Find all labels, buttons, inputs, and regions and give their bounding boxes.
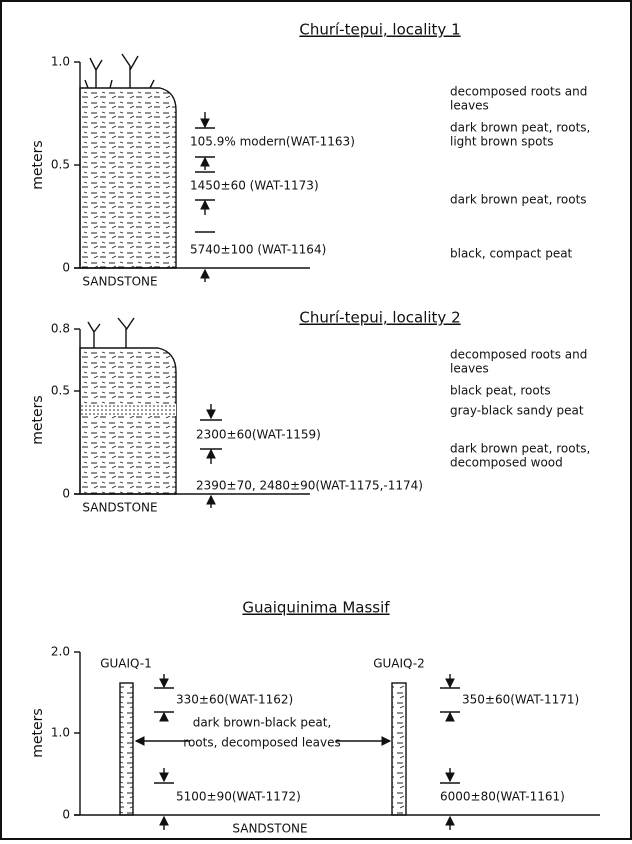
tick-label: 0 [62,261,70,275]
layer: black peat, roots [450,384,551,398]
layer-note: dark brown-black peat, [193,716,332,730]
layer-note: roots, decomposed leaves [183,736,340,750]
core-label: GUAIQ-1 [100,657,152,671]
panel-1: Churí-tepui, locality 1 meters 1.0 0.5 0… [30,21,590,289]
layer: black, compact peat [450,247,573,261]
tick-label: 2.0 [51,645,70,659]
layer: dark brown peat, roots, [450,121,590,135]
figure: Churí-tepui, locality 1 meters 1.0 0.5 0… [0,0,632,840]
date: 5740±100 (WAT-1164) [190,243,326,257]
axis-label: meters [30,140,46,189]
date: 105.9% modern(WAT-1163) [190,135,355,149]
layer: leaves [450,362,489,376]
core-label: GUAIQ-2 [373,657,425,671]
tick-label: 0.5 [51,384,70,398]
panel-3: Guaiquinima Massif meters 2.0 1.0 0 GUAI… [30,599,600,836]
panel-2: Churí-tepui, locality 2 meters 0.8 0.5 0… [30,309,590,515]
panel-title: Churí-tepui, locality 1 [299,21,460,39]
tick-label: 1.0 [51,55,70,69]
panel-title: Churí-tepui, locality 2 [299,309,460,327]
core [392,683,406,815]
base-label: SANDSTONE [82,501,157,515]
tick-label: 1.0 [51,726,70,740]
axis-label: meters [30,395,46,444]
panel-title: Guaiquinima Massif [242,599,390,617]
layer: light brown spots [450,135,553,149]
layer: decomposed wood [450,456,563,470]
base-label: SANDSTONE [82,275,157,289]
tick-label: 0.8 [51,322,70,336]
axis-label: meters [30,708,46,757]
peat-column [80,88,176,268]
base-label: SANDSTONE [232,822,307,836]
layer: dark brown peat, roots [450,193,587,207]
peat-column [80,348,176,494]
tick-label: 0 [62,808,70,822]
layer: decomposed roots and [450,348,587,362]
layer: dark brown peat, roots, [450,442,590,456]
tick-label: 0 [62,487,70,501]
layer: leaves [450,99,489,113]
date: 2300±60(WAT-1159) [196,428,321,442]
date: 1450±60 (WAT-1173) [190,179,319,193]
date: 5100±90(WAT-1172) [176,790,301,804]
layer: decomposed roots and [450,85,587,99]
date: 350±60(WAT-1171) [462,693,579,707]
date: 2390±70, 2480±90(WAT-1175,-1174) [196,479,423,493]
date: 6000±80(WAT-1161) [440,790,565,804]
date: 330±60(WAT-1162) [176,693,293,707]
layer: gray-black sandy peat [450,404,584,418]
sand-layer [81,404,176,416]
core [120,683,133,815]
tick-label: 0.5 [51,158,70,172]
